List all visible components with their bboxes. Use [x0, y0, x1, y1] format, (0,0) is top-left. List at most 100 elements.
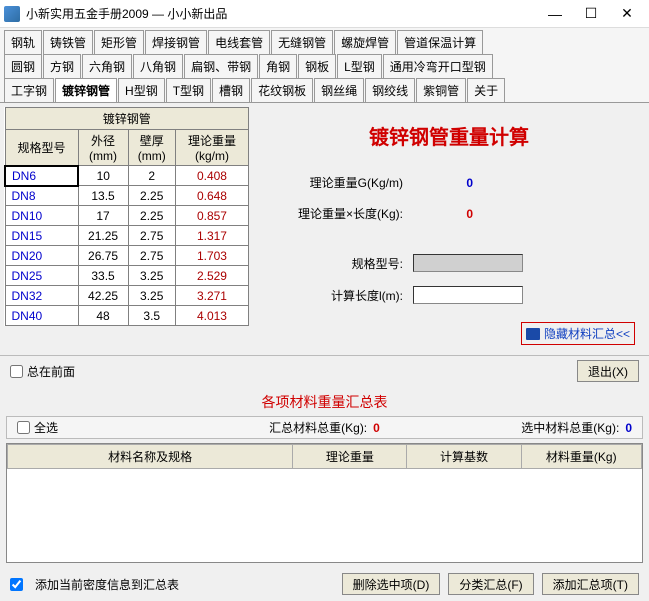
minimize-button[interactable]: — [537, 2, 573, 26]
close-button[interactable]: ✕ [609, 2, 645, 26]
table-row[interactable]: DN2026.752.751.703 [5, 246, 249, 266]
window-title: 小新实用五金手册2009 — 小小新出品 [26, 5, 537, 22]
length-input[interactable] [413, 286, 523, 304]
tab-钢轨[interactable]: 钢轨 [4, 30, 42, 54]
window-buttons: — ☐ ✕ [537, 2, 645, 26]
tab-槽钢[interactable]: 槽钢 [212, 78, 250, 102]
tab-焊接钢管[interactable]: 焊接钢管 [145, 30, 207, 54]
group-summary-button[interactable]: 分类汇总(F) [448, 573, 533, 595]
tab-电线套管[interactable]: 电线套管 [208, 30, 270, 54]
od-cell: 10 [78, 166, 128, 186]
spec-cell: DN20 [5, 246, 78, 266]
spec-cell: DN10 [5, 206, 78, 226]
summary-table: 材料名称及规格理论重量计算基数材料重量(Kg) [7, 444, 642, 469]
tw-cell: 4.013 [175, 306, 248, 326]
tab-L型钢[interactable]: L型钢 [337, 54, 382, 78]
hide-summary-link[interactable]: 隐藏材料汇总<< [521, 322, 635, 345]
total-value: 0 [373, 421, 380, 435]
table-row[interactable]: DN813.52.250.648 [5, 186, 249, 206]
tab-无缝钢管[interactable]: 无缝钢管 [271, 30, 333, 54]
spec-cell: DN40 [5, 306, 78, 326]
tab-关于[interactable]: 关于 [467, 78, 505, 102]
col-header: 理论重量(kg/m) [175, 130, 248, 166]
tw-cell: 2.529 [175, 266, 248, 286]
tab-管道保温计算[interactable]: 管道保温计算 [397, 30, 483, 54]
tw-cell: 0.408 [175, 166, 248, 186]
spec-cell: DN32 [5, 286, 78, 306]
titlebar: 小新实用五金手册2009 — 小小新出品 — ☐ ✕ [0, 0, 649, 28]
tab-角钢[interactable]: 角钢 [259, 54, 297, 78]
tab-钢板[interactable]: 钢板 [298, 54, 336, 78]
app-icon [4, 6, 20, 22]
spec-table-pane: 镀锌钢管 规格型号外径(mm)壁厚(mm)理论重量(kg/m) DN61020.… [4, 107, 249, 351]
summary-table-wrap[interactable]: 材料名称及规格理论重量计算基数材料重量(Kg) [6, 443, 643, 563]
spec-cell: DN15 [5, 226, 78, 246]
spec-table[interactable]: 镀锌钢管 规格型号外径(mm)壁厚(mm)理论重量(kg/m) DN61020.… [4, 107, 249, 326]
table-row[interactable]: DN10172.250.857 [5, 206, 249, 226]
wt-cell: 2.25 [128, 206, 175, 226]
exit-button[interactable]: 退出(X) [577, 360, 639, 382]
tab-钢绞线[interactable]: 钢绞线 [365, 78, 415, 102]
tab-矩形管[interactable]: 矩形管 [94, 30, 144, 54]
tw-cell: 3.271 [175, 286, 248, 306]
wt-cell: 2.75 [128, 246, 175, 266]
tab-花纹钢板[interactable]: 花纹钢板 [251, 78, 313, 102]
table-row[interactable]: DN1521.252.751.317 [5, 226, 249, 246]
wt-cell: 2 [128, 166, 175, 186]
add-density-checkbox[interactable] [10, 578, 23, 591]
tab-方钢[interactable]: 方钢 [43, 54, 81, 78]
wt-cell: 3.25 [128, 266, 175, 286]
tab-螺旋焊管[interactable]: 螺旋焊管 [334, 30, 396, 54]
calc-title: 镀锌钢管重量计算 [263, 121, 635, 150]
tab-T型钢[interactable]: T型钢 [166, 78, 211, 102]
add-summary-button[interactable]: 添加汇总项(T) [542, 573, 639, 595]
table-row[interactable]: DN61020.408 [5, 166, 249, 186]
tab-镀锌钢管[interactable]: 镀锌钢管 [55, 78, 117, 102]
table-row[interactable]: DN3242.253.253.271 [5, 286, 249, 306]
l-value: 0 [413, 207, 473, 221]
tab-扁钢、带钢[interactable]: 扁钢、带钢 [184, 54, 258, 78]
summary-col: 材料名称及规格 [8, 445, 293, 469]
od-cell: 13.5 [78, 186, 128, 206]
summary-title: 各项材料重量汇总表 [0, 392, 649, 412]
select-all-checkbox[interactable] [17, 421, 30, 434]
delete-selected-button[interactable]: 删除选中项(D) [342, 573, 441, 595]
tab-八角钢[interactable]: 八角钢 [133, 54, 183, 78]
tab-圆钢[interactable]: 圆钢 [4, 54, 42, 78]
tw-cell: 1.317 [175, 226, 248, 246]
maximize-button[interactable]: ☐ [573, 2, 609, 26]
col-header: 壁厚(mm) [128, 130, 175, 166]
wt-cell: 2.25 [128, 186, 175, 206]
tab-H型钢[interactable]: H型钢 [118, 78, 165, 102]
summary-col: 理论重量 [293, 445, 407, 469]
selected-value: 0 [625, 421, 632, 435]
summary-col: 计算基数 [407, 445, 521, 469]
table-title: 镀锌钢管 [5, 108, 249, 130]
tab-六角钢[interactable]: 六角钢 [82, 54, 132, 78]
tab-strip: 钢轨铸铁管矩形管焊接钢管电线套管无缝钢管螺旋焊管管道保温计算 圆钢方钢六角钢八角… [0, 28, 649, 103]
table-row[interactable]: DN40483.54.013 [5, 306, 249, 326]
l-label: 理论重量×长度(Kg): [263, 205, 413, 222]
spec-cell: DN8 [5, 186, 78, 206]
always-on-top-checkbox[interactable] [10, 365, 23, 378]
od-cell: 48 [78, 306, 128, 326]
g-value: 0 [413, 176, 473, 190]
add-density-label: 添加当前密度信息到汇总表 [35, 576, 179, 593]
tab-通用冷弯开口型钢[interactable]: 通用冷弯开口型钢 [383, 54, 493, 78]
tab-铸铁管[interactable]: 铸铁管 [43, 30, 93, 54]
table-icon [526, 328, 540, 340]
od-cell: 33.5 [78, 266, 128, 286]
tab-钢丝绳[interactable]: 钢丝绳 [314, 78, 364, 102]
table-row[interactable]: DN2533.53.252.529 [5, 266, 249, 286]
col-header: 规格型号 [5, 130, 78, 166]
od-cell: 21.25 [78, 226, 128, 246]
always-on-top-label: 总在前面 [27, 363, 75, 380]
total-label: 汇总材料总重(Kg): [269, 419, 367, 436]
od-cell: 26.75 [78, 246, 128, 266]
len-label: 计算长度l(m): [263, 287, 413, 304]
tab-紫铜管[interactable]: 紫铜管 [416, 78, 466, 102]
summary-bar: 全选 汇总材料总重(Kg): 0 选中材料总重(Kg): 0 [6, 416, 643, 439]
tab-工字钢[interactable]: 工字钢 [4, 78, 54, 102]
od-cell: 17 [78, 206, 128, 226]
spec-input[interactable] [413, 254, 523, 272]
